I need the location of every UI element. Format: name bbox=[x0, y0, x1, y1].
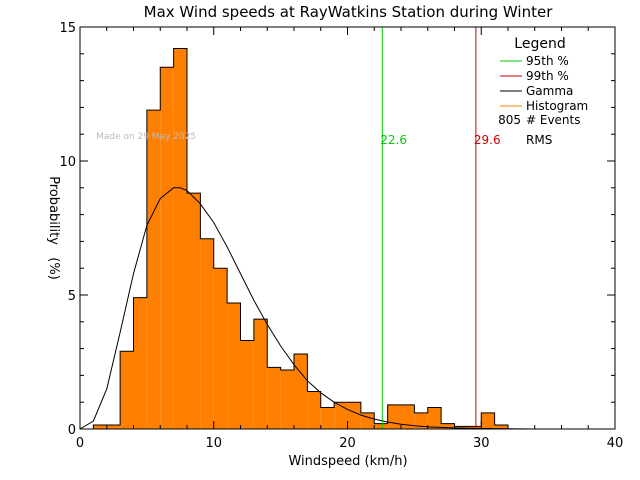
histogram-bar-26 bbox=[441, 423, 455, 429]
histogram-outline bbox=[92, 47, 509, 429]
y-tick-label-2: 10 bbox=[59, 155, 76, 170]
histogram-bars bbox=[92, 47, 509, 429]
histogram-bar-2 bbox=[120, 351, 134, 429]
x-axis-label: Windspeed (km/h) bbox=[288, 454, 407, 469]
histogram-bar-30 bbox=[494, 424, 508, 429]
histogram-bar-17 bbox=[320, 407, 335, 429]
histogram-bar-9 bbox=[213, 268, 228, 429]
y-tick-label-0: 0 bbox=[68, 423, 76, 438]
legend-label-3: Histogram bbox=[526, 99, 588, 113]
histogram-bar-13 bbox=[267, 367, 281, 429]
percentile-95-label: 22.6 bbox=[380, 133, 407, 147]
histogram-bar-22 bbox=[387, 404, 401, 429]
y-axis-label: Probability (%) bbox=[46, 176, 61, 280]
histogram-bar-12 bbox=[253, 319, 268, 429]
histogram-bar-10 bbox=[227, 303, 241, 429]
histogram-bar-4 bbox=[146, 110, 161, 429]
plot-axes: 0 10 20 30 40 0 5 10 15 bbox=[59, 21, 623, 451]
histogram-bar-6 bbox=[173, 48, 187, 429]
histogram-bar-0 bbox=[93, 424, 107, 429]
legend-label-1: 99th % bbox=[526, 69, 569, 83]
histogram-bar-19 bbox=[347, 402, 361, 429]
histogram-bar-20 bbox=[360, 412, 375, 429]
histogram-bar-24 bbox=[414, 412, 428, 429]
histogram-bar-25 bbox=[427, 407, 442, 429]
x-tick-label-2: 20 bbox=[339, 436, 356, 451]
histogram-bar-16 bbox=[307, 391, 321, 429]
histogram-bar-14 bbox=[280, 370, 294, 429]
x-tick-label-3: 30 bbox=[473, 436, 490, 451]
histogram-bar-11 bbox=[240, 340, 254, 429]
histogram-bar-15 bbox=[294, 353, 308, 429]
x-tick-label-4: 40 bbox=[607, 436, 624, 451]
histogram-bar-29 bbox=[481, 412, 495, 429]
histogram-bar-18 bbox=[334, 402, 348, 429]
histogram-bar-23 bbox=[401, 404, 415, 429]
x-tick-label-0: 0 bbox=[76, 436, 84, 451]
legend-label-0: 95th % bbox=[526, 54, 569, 68]
histogram-bar-8 bbox=[200, 238, 214, 429]
histogram-bar-28 bbox=[467, 426, 482, 429]
histogram-bar-1 bbox=[106, 424, 121, 429]
chart-title: Max Wind speeds at RayWatkins Station du… bbox=[144, 3, 554, 21]
legend-title: Legend bbox=[514, 36, 565, 52]
y-tick-label-3: 15 bbox=[59, 21, 76, 36]
histogram-bar-3 bbox=[133, 297, 147, 429]
watermark-text: Made on 29 May 2025 bbox=[96, 132, 196, 142]
histogram-bar-5 bbox=[160, 67, 174, 429]
legend-label-2: Gamma bbox=[526, 84, 573, 98]
histogram-bar-7 bbox=[187, 193, 201, 429]
histogram-bar-21 bbox=[374, 423, 388, 429]
x-tick-label-1: 10 bbox=[205, 436, 222, 451]
gamma-curve bbox=[79, 187, 535, 430]
legend-rms-label: RMS bbox=[526, 133, 552, 147]
legend-events-label: # Events bbox=[526, 113, 581, 127]
y-tick-label-1: 5 bbox=[68, 289, 76, 304]
percentile-99-label: 29.6 bbox=[474, 133, 501, 147]
legend-events-count: 805 bbox=[498, 113, 521, 127]
